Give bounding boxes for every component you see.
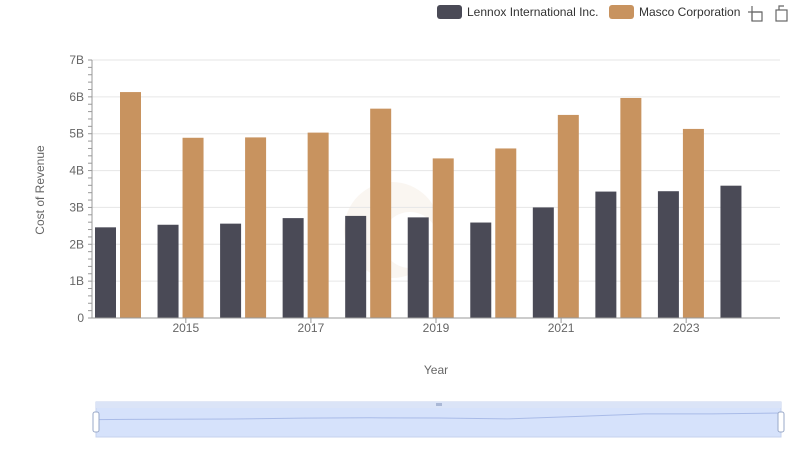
zoom-slider[interactable] bbox=[92, 401, 785, 438]
zoom-preview-line bbox=[95, 412, 782, 421]
legend-label-lennox: Lennox International Inc. bbox=[467, 5, 598, 19]
bar-lennox-2015[interactable] bbox=[157, 224, 179, 318]
x-axis: 2015 2017 2019 2021 2023 bbox=[92, 317, 780, 335]
reset-icon[interactable] bbox=[775, 5, 788, 22]
legend-item-lennox[interactable]: Lennox International Inc. bbox=[437, 5, 598, 19]
bar-lennox-2016[interactable] bbox=[220, 223, 242, 318]
legend-label-masco: Masco Corporation bbox=[639, 5, 740, 19]
legend-swatch-masco bbox=[609, 5, 634, 19]
bar-lennox-2021[interactable] bbox=[532, 207, 554, 318]
bar-masco-2017[interactable] bbox=[307, 132, 329, 318]
y-tick-label-7: 7B bbox=[69, 53, 84, 67]
x-tick-label-2017: 2017 bbox=[298, 321, 325, 335]
legend-swatch-lennox bbox=[437, 5, 462, 19]
x-tick-label-2021: 2021 bbox=[548, 321, 575, 335]
y-tick-label-2: 2B bbox=[69, 237, 84, 251]
x-tick-label-2015: 2015 bbox=[172, 321, 199, 335]
bar-masco-2016[interactable] bbox=[245, 137, 267, 318]
y-tick-label-0: 0 bbox=[77, 311, 84, 325]
bar-lennox-2024[interactable] bbox=[720, 185, 742, 318]
zoom-handle-left[interactable] bbox=[92, 411, 100, 433]
bar-masco-2023[interactable] bbox=[682, 128, 704, 318]
x-tick-label-2023: 2023 bbox=[673, 321, 700, 335]
bars bbox=[95, 92, 742, 319]
bar-masco-2021[interactable] bbox=[557, 114, 579, 318]
bar-masco-2020[interactable] bbox=[495, 148, 517, 318]
y-axis: 0 1B 2B 3B 4B 5B 6B 7B bbox=[69, 53, 93, 325]
bar-lennox-2020[interactable] bbox=[470, 222, 492, 318]
bar-lennox-2018[interactable] bbox=[345, 215, 367, 318]
bar-lennox-2023[interactable] bbox=[657, 191, 679, 318]
bar-lennox-2017[interactable] bbox=[282, 218, 304, 318]
x-axis-title: Year bbox=[424, 363, 448, 377]
y-tick-label-6: 6B bbox=[69, 90, 84, 104]
legend: Lennox International Inc. Masco Corporat… bbox=[437, 5, 740, 19]
y-axis-title: Cost of Revenue bbox=[33, 145, 47, 235]
legend-item-masco[interactable]: Masco Corporation bbox=[609, 5, 740, 19]
bar-masco-2018[interactable] bbox=[370, 108, 392, 318]
bar-masco-2014[interactable] bbox=[120, 92, 141, 319]
bar-masco-2019[interactable] bbox=[432, 158, 454, 318]
bar-lennox-2014[interactable] bbox=[95, 227, 116, 318]
bar-lennox-2022[interactable] bbox=[595, 191, 617, 318]
zoom-icon[interactable] bbox=[748, 6, 763, 22]
x-tick-label-2019: 2019 bbox=[423, 321, 450, 335]
y-tick-label-5: 5B bbox=[69, 127, 84, 141]
bar-masco-2015[interactable] bbox=[182, 137, 204, 318]
y-tick-label-1: 1B bbox=[69, 274, 84, 288]
bar-masco-2022[interactable] bbox=[620, 97, 642, 318]
zoom-drag-grip[interactable] bbox=[436, 403, 442, 406]
y-tick-label-3: 3B bbox=[69, 200, 84, 214]
zoom-handle-right[interactable] bbox=[777, 411, 785, 433]
bar-lennox-2019[interactable] bbox=[407, 217, 429, 318]
y-tick-label-4: 4B bbox=[69, 164, 84, 178]
